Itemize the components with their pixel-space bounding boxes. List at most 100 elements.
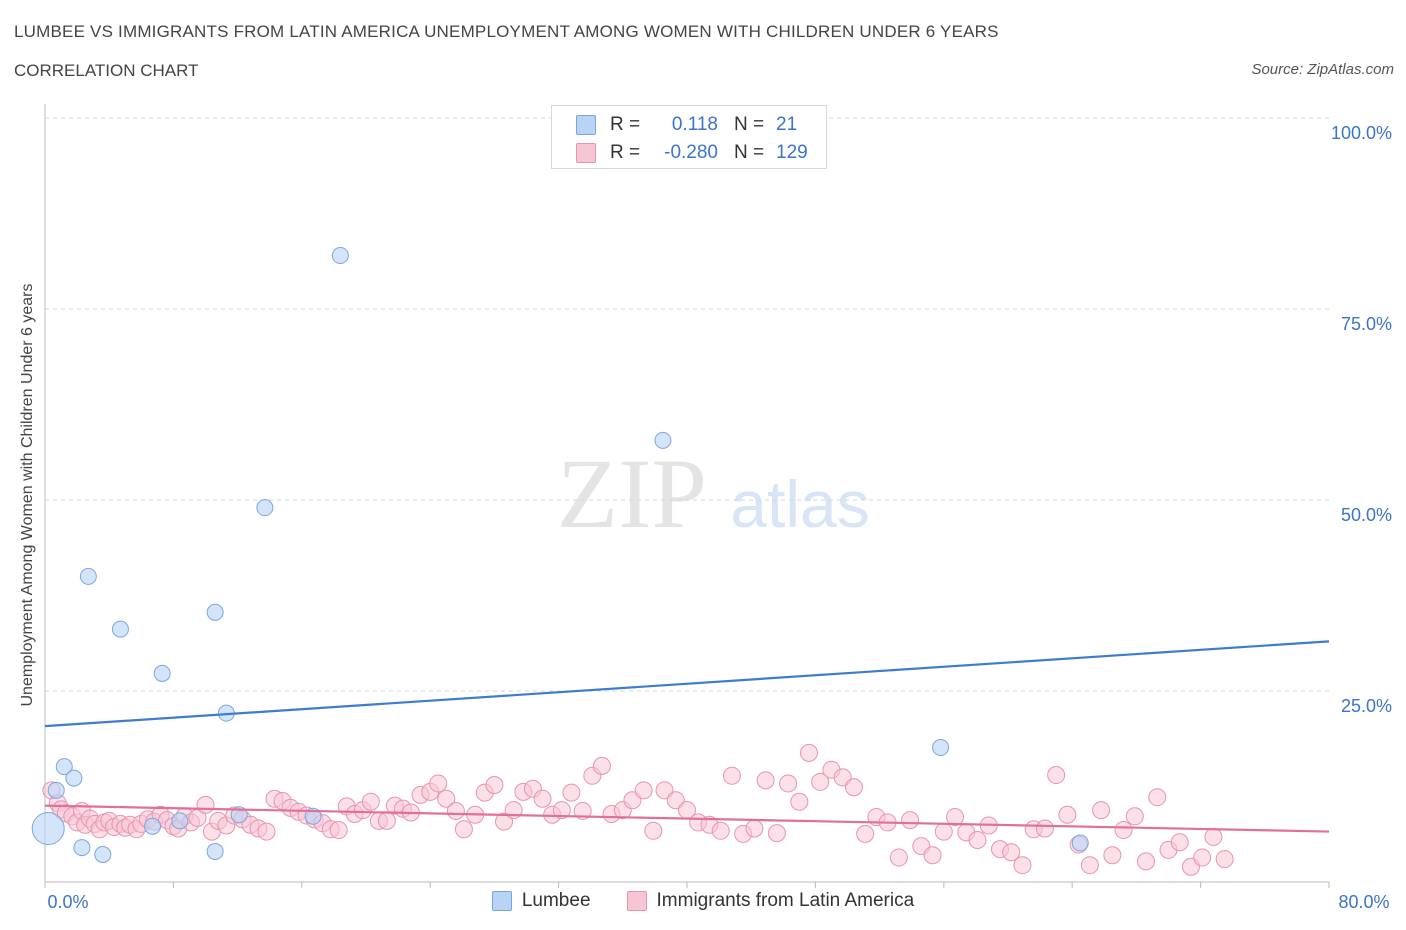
lumbee-point (79, 567, 97, 585)
watermark-atlas: atlas (730, 467, 869, 541)
lumbee-point (94, 845, 112, 863)
immigrants-point (361, 792, 380, 811)
source-label: Source: ZipAtlas.com (1251, 61, 1394, 78)
lumbee-point (230, 806, 248, 824)
immigrants-point (634, 781, 653, 800)
immigrants-point (562, 783, 581, 802)
immigrants-point (799, 743, 818, 762)
immigrants-point (767, 824, 786, 843)
immigrants-point (533, 789, 552, 808)
immigrants-point (257, 822, 276, 841)
lumbee-point (73, 839, 91, 857)
r-label: R = (610, 114, 641, 135)
immigrants-point (722, 766, 741, 785)
immigrants-point (901, 811, 920, 830)
immigrants-point (934, 822, 953, 841)
immigrants-point (446, 801, 465, 820)
immigrants-point (1170, 833, 1189, 852)
lumbee-r-value: 0.118 (671, 114, 718, 135)
correlation-legend: R = 0.118 N = 21 R = -0.280 N = 129 (551, 105, 827, 169)
chart-subtitle: CORRELATION CHART (14, 61, 199, 80)
immigrants-point (623, 791, 642, 810)
immigrants-point (923, 846, 942, 865)
immigrants-point (1035, 819, 1054, 838)
immigrants-point (811, 772, 830, 791)
immigrants-point (790, 792, 809, 811)
legend-item-immigrants[interactable]: Immigrants from Latin America (626, 890, 915, 912)
lumbee-point (206, 842, 224, 860)
lumbee-point (206, 603, 224, 621)
immigrants-point (655, 781, 674, 800)
immigrants-point (1047, 766, 1066, 785)
immigrants-point (1125, 807, 1144, 826)
immigrants-point (666, 791, 685, 810)
immigrants-point (1013, 856, 1032, 875)
immigrants-point (196, 795, 215, 814)
immigrants-point (1193, 848, 1212, 867)
lumbee-point (144, 817, 162, 835)
immigrants-point (329, 821, 348, 840)
r-label: R = (610, 142, 641, 163)
n-label: N = (734, 114, 765, 135)
immigrants-point (644, 821, 663, 840)
lumbee-point (153, 664, 171, 682)
immigrants-point (1148, 788, 1167, 807)
chart-title: LUMBEE VS IMMIGRANTS FROM LATIN AMERICA … (14, 22, 999, 41)
series-legend: Lumbee Immigrants from Latin America (0, 890, 1406, 912)
legend-label-immigrants: Immigrants from Latin America (656, 890, 915, 911)
immigrants-point (1002, 843, 1021, 862)
immigrants-point (1058, 805, 1077, 824)
immigrants-point (889, 848, 908, 867)
immigrants-point (946, 808, 965, 827)
immigrants-point (1103, 846, 1122, 865)
lumbee-point (1071, 834, 1089, 852)
lumbee-swatch (491, 891, 512, 911)
immigrants-point (844, 778, 863, 797)
lumbee-n-value: 21 (776, 114, 798, 135)
x-tick-label: 0.0% (47, 892, 88, 912)
lumbee-point (171, 812, 189, 830)
lumbee-point (304, 807, 322, 825)
immigrants-point (1204, 827, 1223, 846)
immigrants-point (711, 821, 730, 840)
y-tick-label: 50.0% (1341, 505, 1392, 525)
y-tick-label: 100.0% (1331, 123, 1392, 143)
immigrants-point (779, 774, 798, 793)
immigrants-n-value: 129 (776, 142, 808, 163)
y-axis-label: Unemployment Among Women with Children U… (19, 283, 36, 707)
legend-label-lumbee: Lumbee (521, 890, 591, 911)
lumbee-trend-line (44, 640, 1330, 728)
legend-item-lumbee[interactable]: Lumbee (491, 890, 591, 912)
immigrants-swatch (576, 143, 596, 163)
lumbee-point (55, 758, 73, 776)
immigrants-point (429, 774, 448, 793)
immigrants-swatch (626, 891, 647, 911)
immigrants-r-value: -0.280 (664, 142, 718, 163)
y-tick-label: 25.0% (1341, 696, 1392, 716)
immigrants-point (1080, 856, 1099, 875)
lumbee-point (331, 247, 349, 265)
lumbee-point (31, 812, 65, 846)
lumbee-point (932, 739, 950, 757)
immigrants-point (573, 801, 592, 820)
watermark: ZIP atlas (557, 438, 870, 549)
immigrants-point (377, 811, 396, 830)
x-tick-label: 80.0% (1338, 892, 1389, 912)
immigrants-trend-line (44, 804, 1330, 833)
immigrants-point (756, 771, 775, 790)
lumbee-point (111, 620, 129, 638)
immigrants-point (1114, 821, 1133, 840)
lumbee-point (654, 431, 672, 449)
immigrants-point (833, 768, 852, 787)
immigrants-point (485, 775, 504, 794)
immigrants-point (592, 756, 611, 775)
immigrants-point (437, 789, 456, 808)
y-tick-label: 75.0% (1341, 314, 1392, 334)
lumbee-swatch (576, 115, 596, 135)
immigrants-point (454, 820, 473, 839)
immigrants-point (745, 819, 764, 838)
immigrants-point (1137, 852, 1156, 871)
lumbee-point (256, 499, 274, 517)
immigrants-point (1092, 801, 1111, 820)
